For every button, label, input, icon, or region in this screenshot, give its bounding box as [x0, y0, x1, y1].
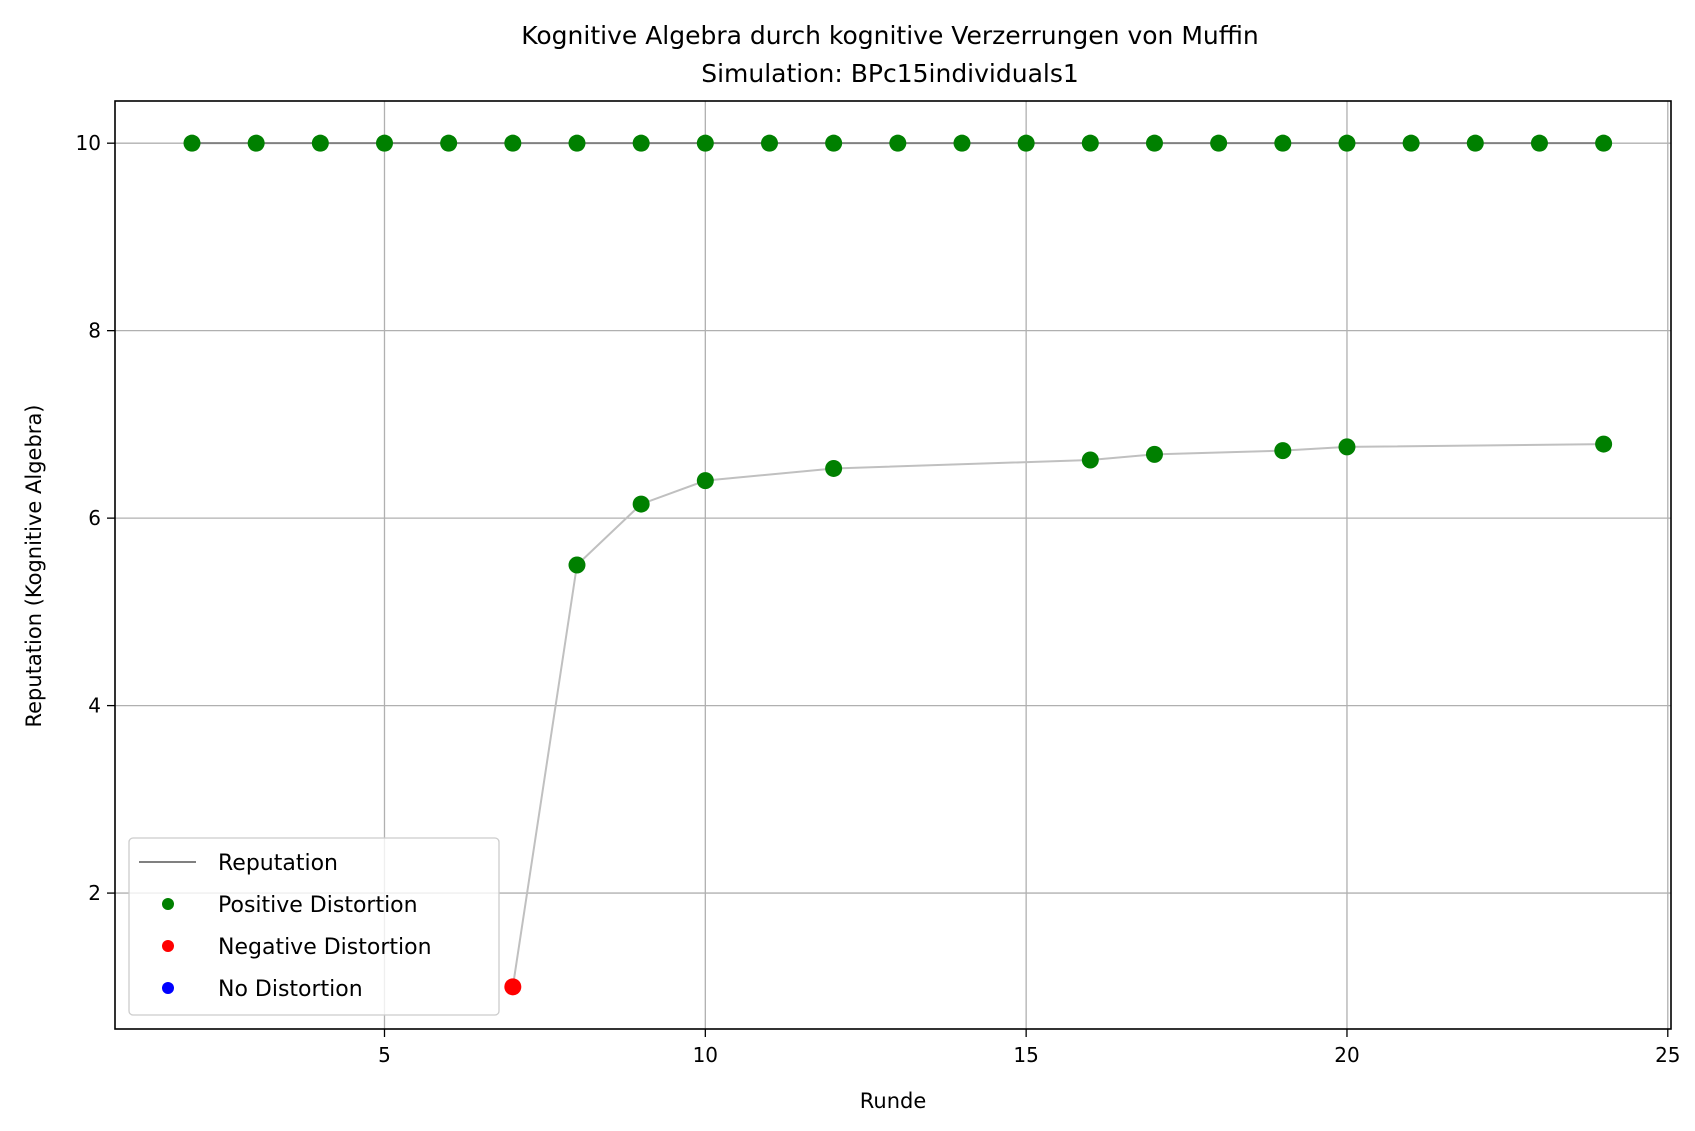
legend-frame	[128, 837, 500, 1016]
negative-distortion-point	[504, 978, 522, 996]
positive-distortion-point	[1274, 134, 1292, 152]
positive-distortion-point	[1595, 134, 1613, 152]
positive-distortion-point	[825, 134, 843, 152]
positive-distortion-point	[953, 134, 971, 152]
positive-distortion-point	[1402, 134, 1420, 152]
positive-distortion-point	[632, 134, 650, 152]
positive-distortion-point	[375, 134, 393, 152]
positive-distortion-point	[311, 134, 329, 152]
positive-distortion-point	[1017, 134, 1035, 152]
chart-title: Kognitive Algebra durch kognitive Verzer…	[521, 21, 1259, 50]
x-tick-label: 15	[1013, 1043, 1038, 1067]
chart-subtitle: Simulation: BPc15individuals1	[701, 59, 1079, 88]
positive-distortion-point	[440, 134, 458, 152]
positive-distortion-point	[1081, 134, 1099, 152]
positive-distortion-point	[1338, 438, 1356, 456]
positive-distortion-point	[1530, 134, 1548, 152]
positive-distortion-point	[1466, 134, 1484, 152]
legend-label: Negative Distortion	[218, 935, 432, 960]
positive-distortion-point	[1145, 445, 1163, 463]
x-tick-label: 10	[693, 1043, 718, 1067]
y-tick-label: 8	[88, 319, 101, 343]
y-axis-label: Reputation (Kognitive Algebra)	[22, 404, 46, 727]
y-tick-label: 2	[88, 881, 101, 905]
positive-distortion-point	[504, 134, 522, 152]
positive-distortion-point	[889, 134, 907, 152]
legend-dot-swatch	[162, 940, 174, 952]
positive-distortion-point	[696, 134, 714, 152]
positive-distortion-point	[1274, 442, 1292, 460]
y-tick-label: 6	[88, 506, 101, 530]
positive-distortion-point	[1338, 134, 1356, 152]
x-tick-label: 5	[378, 1043, 391, 1067]
positive-distortion-point	[183, 134, 201, 152]
x-tick-label: 25	[1655, 1043, 1680, 1067]
positive-distortion-point	[1081, 451, 1099, 469]
positive-distortion-point	[825, 459, 843, 477]
positive-distortion-point	[696, 472, 714, 490]
legend-label: Positive Distortion	[218, 893, 418, 918]
positive-distortion-point	[1595, 435, 1613, 453]
positive-distortion-point	[568, 134, 586, 152]
axis-ticks: 5 10 15 20 25 2 4 6 8 10	[76, 131, 1681, 1067]
y-tick-label: 4	[88, 694, 101, 718]
series-line-1	[511, 443, 1604, 987]
x-tick-label: 20	[1334, 1043, 1359, 1067]
positive-distortion-point	[632, 495, 650, 513]
positive-distortion-point	[568, 556, 586, 574]
data-points	[183, 134, 1613, 996]
positive-distortion-point	[1210, 134, 1228, 152]
positive-distortion-point	[1145, 134, 1163, 152]
legend-dot-swatch	[162, 982, 174, 994]
y-tick-label: 10	[76, 131, 101, 155]
legend-dot-swatch	[162, 898, 174, 910]
positive-distortion-point	[247, 134, 265, 152]
x-axis-label: Runde	[860, 1089, 927, 1113]
legend-label: Reputation	[218, 851, 338, 876]
plot-frame	[114, 100, 1672, 1030]
positive-distortion-point	[760, 134, 778, 152]
legend-label: No Distortion	[218, 977, 363, 1002]
legend: Reputation Positive Distortion Negative Di…	[128, 837, 500, 1016]
